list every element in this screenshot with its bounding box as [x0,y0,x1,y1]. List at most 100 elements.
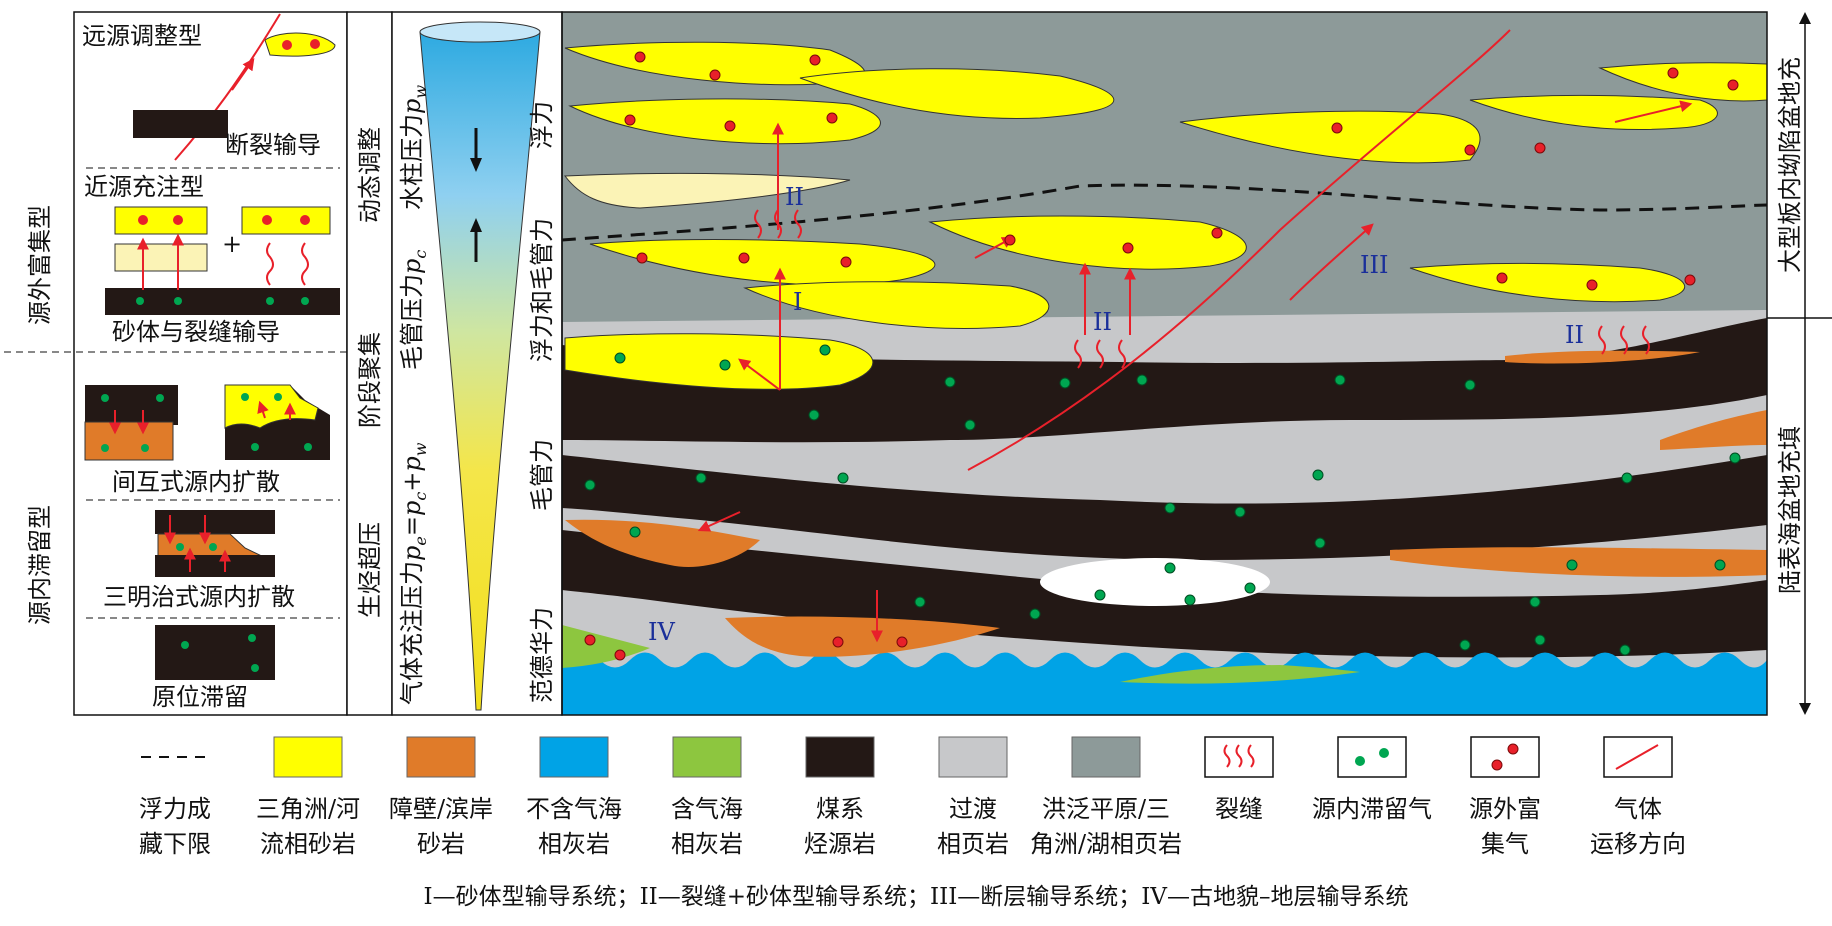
legend-swatch-insource [1337,736,1407,778]
label-capillary-pressure: 毛管压力pc [398,250,430,370]
label-II-mid: II [1093,308,1112,336]
fracture-marks [754,209,1650,369]
stage-column: 动态调整 阶段聚集 生烃超压 [346,11,393,716]
migration-arrow-e [1614,100,1693,123]
legend-label-yellow: 三角洲/河 [256,795,360,823]
left-panel: 源外富集型 源内滞留型 远源调整型 断裂输导 近源充注型 + 砂体与裂缝输导 [4,11,348,716]
legend-label-green: 含气海 [671,795,743,823]
legend-label2-black: 烃源岩 [804,830,876,858]
migration-arrow-I-b [738,358,781,391]
coal-band-1 [562,318,1767,443]
legend-label2-outsource: 集气 [1481,830,1529,858]
migration-arrow-f [697,511,741,532]
label-II-upper: II [785,183,804,211]
fault-migration-arrow [1289,223,1374,301]
legend-label2-green: 相灰岩 [671,830,743,858]
yellow-sand-3 [568,98,881,145]
label-plus: + [222,230,242,258]
label-sandwich: 三明治式源内扩散 [103,583,295,611]
stage-phase: 阶段聚集 [356,332,384,428]
legend-label-blue: 不含气海 [526,795,622,823]
pressure-column: 水柱压力pw 毛管压力pc 气体充注压力pe=pc+pw 浮力 浮力和毛管力 毛… [391,11,563,716]
coal-band-2 [562,455,1767,560]
label-charge-pressure: 气体充注压力pe=pc+pw [398,442,430,705]
legend-label-insource: 源内滞留气 [1312,795,1432,823]
yellow-sand-11 [564,333,874,390]
legend-swatch-orange [406,736,476,778]
legend-label2-graygreen: 角洲/湖相页岩 [1030,830,1182,858]
sea-limestone [562,652,1767,715]
legend-label-graygreen: 洪泛平原/三 [1042,795,1170,823]
yellow-sand-10 [1409,263,1685,303]
legend-label2-dash: 藏下限 [139,830,211,858]
legend-label2-migration: 运移方向 [1590,830,1686,858]
orange-sand-2 [725,616,1000,657]
legend-label-dash: 浮力成 [139,795,211,823]
yellow-sand-5 [1469,95,1718,131]
stage-overpressure: 生烃超压 [356,522,384,618]
svg-text:毛管压力pc: 毛管压力pc [398,250,430,370]
legend-label-lightgray: 过渡 [949,795,997,823]
label-distal: 远源调整型 [82,22,202,50]
legend-item-graygreen: 洪泛平原/三角洲/湖相页岩 [1030,736,1182,858]
right-column: 大型板内坳陷盆地充 陆表海盆地充填 [1767,12,1832,715]
legend-swatch-outsource [1470,736,1540,778]
legend-label-orange: 障壁/滨岸 [389,795,493,823]
yellow-sand-2 [799,68,1115,119]
legend-swatch-blue [539,736,609,778]
legend-swatch-lightgray [938,736,1008,778]
green-limestone-2 [1120,665,1360,684]
label-insitu: 原位滞留 [152,683,248,711]
orange-sand-4 [1660,410,1767,450]
label-IV: IV [648,618,675,646]
outsource-gas-dots [584,51,1739,661]
orange-sand-5 [1505,350,1700,364]
yellow-sand-8 [928,215,1247,270]
section-border [561,11,1768,716]
legend-swatch-yellow [273,736,343,778]
yellow-sand-9 [743,281,1050,329]
group-insource: 源内滞留型 [26,505,54,625]
svg-text:气体充注压力pe=pc+pw: 气体充注压力pe=pc+pw [398,442,430,705]
white-lens [1040,558,1270,606]
legend-label2-blue: 相灰岩 [538,830,610,858]
legend-label2-yellow: 流相砂岩 [260,830,356,858]
label-water-pressure: 水柱压力pw [398,85,430,210]
orange-sand-3 [1390,547,1767,577]
label-proximal: 近源充注型 [84,173,204,201]
force-capillary: 毛管力 [528,439,556,511]
insource-gas-dots [584,344,1741,656]
basin-upper-label: 大型板内坳陷盆地充 [1776,57,1804,273]
yellow-sand-7 [589,239,936,286]
buoyancy-lower-limit-line [562,183,1767,242]
legend-item-insource: 源内滞留气 [1312,736,1432,823]
svg-text:水柱压力pw: 水柱压力pw [398,85,430,210]
label-interbed: 间互式源内扩散 [112,468,280,496]
legend-label-outsource: 源外富 [1469,795,1541,823]
stage-dynamic: 动态调整 [356,127,384,223]
yellow-sand-6 [1598,62,1767,102]
force-buoyancy-capillary: 浮力和毛管力 [528,218,556,362]
force-van-der-waals: 范德华力 [528,607,556,703]
step-shale [1460,310,1767,356]
legend-label-migration: 气体 [1614,795,1662,823]
force-buoyancy: 浮力 [528,101,556,149]
legend-label2-orange: 砂岩 [417,830,465,858]
label-I: I [793,288,802,316]
basin-lower-label: 陆表海盆地充填 [1776,426,1804,594]
legend: 浮力成藏下限三角洲/河流相砂岩障壁/滨岸砂岩不含气海相灰岩含气海相灰岩煤系烃源岩… [139,736,1686,858]
legend-item-fracture: 裂缝 [1204,736,1274,823]
legend-label-black: 煤系 [816,795,864,823]
yellow-sand-4 [1179,110,1481,164]
